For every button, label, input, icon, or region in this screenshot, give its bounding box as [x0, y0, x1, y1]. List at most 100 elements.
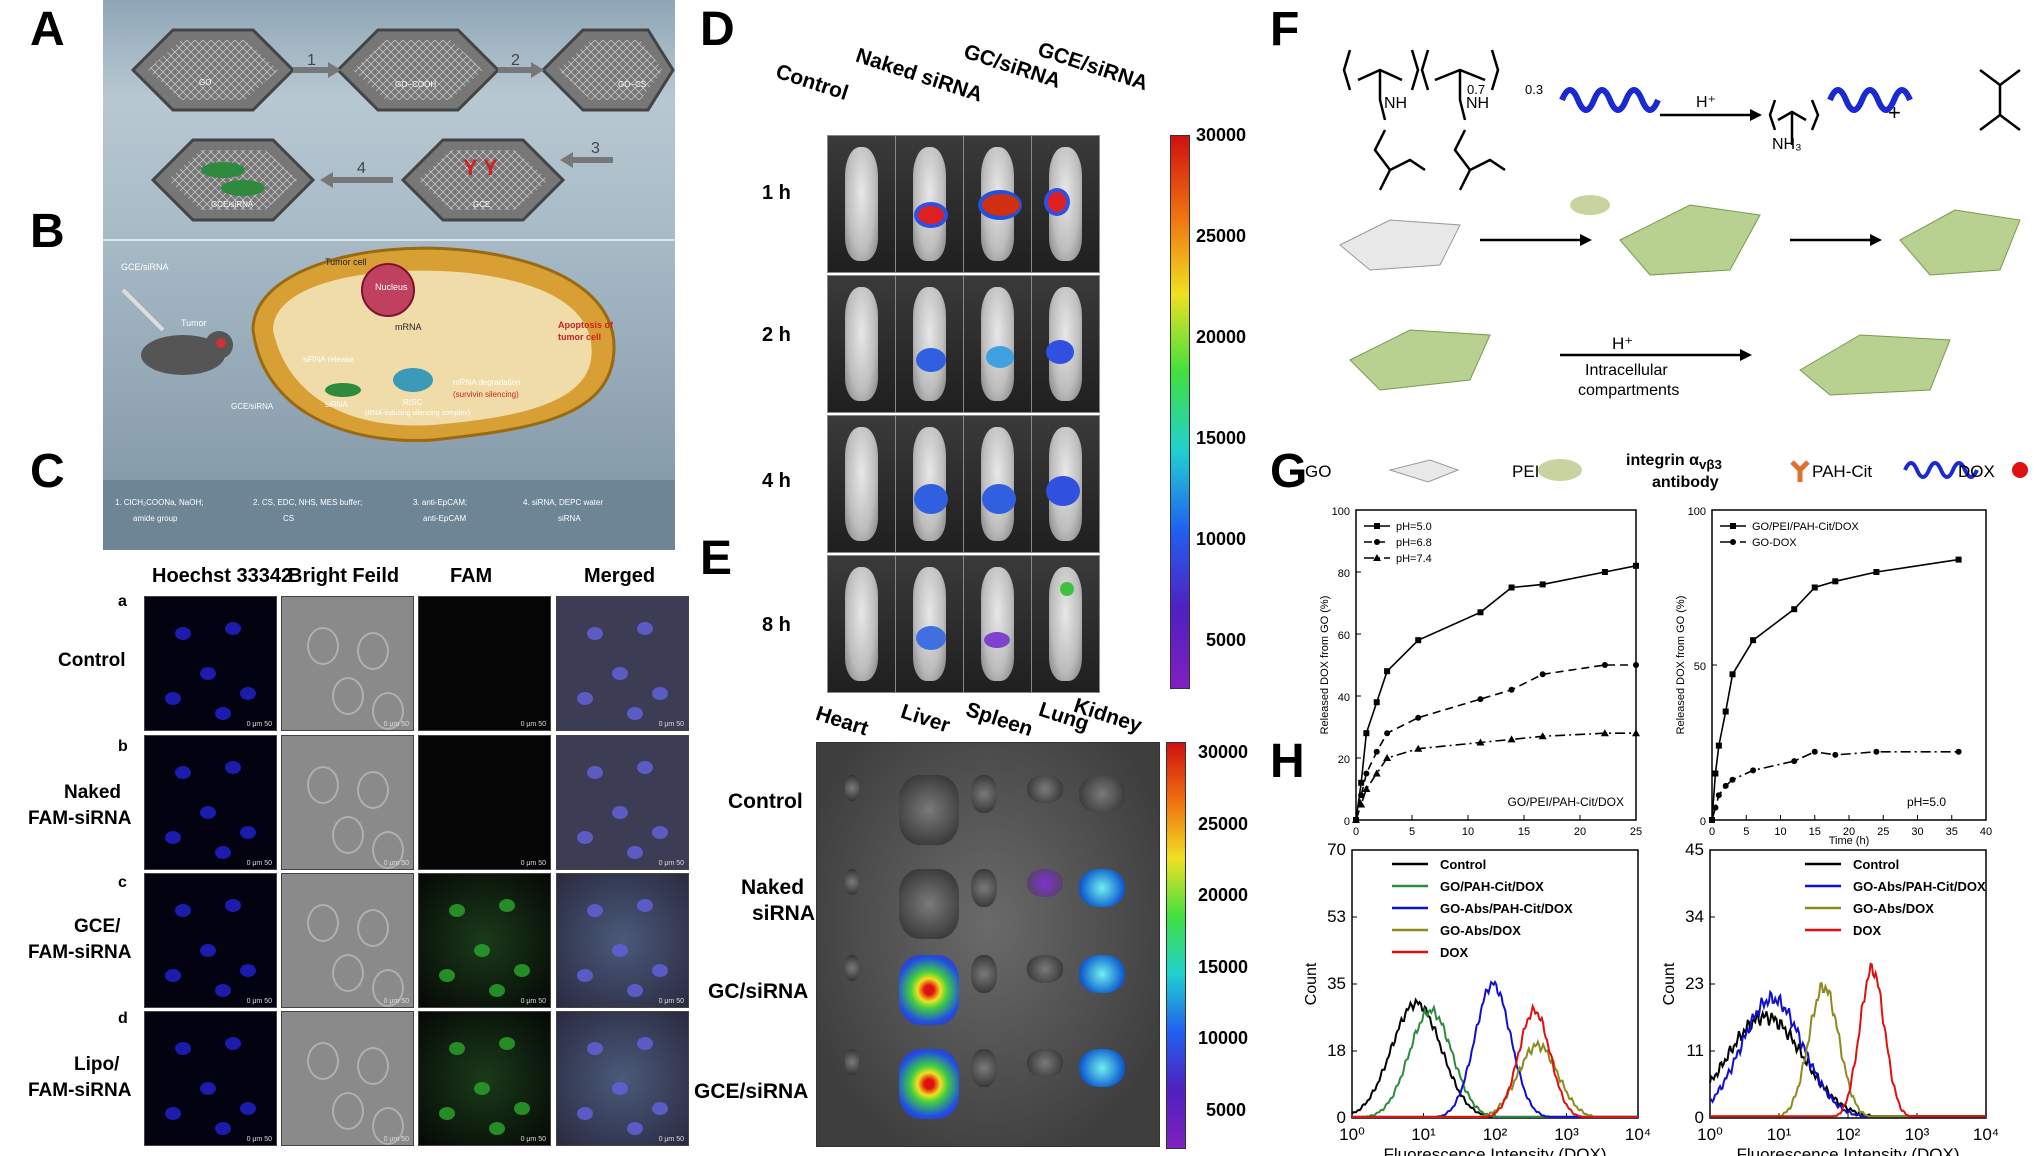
- mouse-image: [963, 555, 1032, 693]
- f-nh-1: NH: [1384, 95, 1408, 112]
- label-gce-sirna-b: GCE/siRNA: [231, 402, 274, 411]
- label-go-cs: GO−CS: [618, 80, 647, 89]
- go-sheet-gray: [1339, 219, 1461, 271]
- x-tick-label: 10¹: [1767, 1125, 1792, 1144]
- schematic-ab: Y Y GO GO−COOH GO−CS GCE GCE/siRNA 1 2 3…: [103, 0, 675, 550]
- nucleus-spot: [240, 1102, 256, 1115]
- cell-outline: [372, 1107, 404, 1145]
- label-sirna-release: siRNA release: [303, 355, 354, 364]
- data-point: [1372, 769, 1381, 777]
- nucleus-spot: [499, 899, 515, 912]
- colorbar-tick-label: 30000: [1196, 125, 1247, 145]
- nucleus-spot: [499, 1037, 515, 1050]
- data-point: [1832, 751, 1839, 758]
- x-tick-label: 35: [1946, 826, 1958, 838]
- scale-bar-label: 0 μm 50: [520, 998, 546, 1005]
- histogram-line: [1710, 962, 1986, 1118]
- x-tick-label: 0: [1353, 826, 1359, 838]
- data-point: [1539, 581, 1546, 588]
- f-schematic-svg: [1339, 49, 2028, 483]
- label-nucleus: Nucleus: [375, 282, 408, 292]
- colorbar-tick-label: 10000: [1196, 529, 1247, 549]
- data-point: [1729, 776, 1736, 783]
- go-release-sheet: [1799, 334, 1951, 396]
- d-row-2h: 2 h: [762, 324, 791, 346]
- f-legend-integrin-2: vβ3: [1698, 457, 1722, 473]
- nucleus-spot: [225, 1037, 241, 1050]
- pei-icon: [1570, 195, 1610, 215]
- histogram-line: [1352, 1038, 1638, 1118]
- row-a-label: Control: [58, 650, 126, 671]
- f-sub-03: 0.3: [1525, 82, 1544, 97]
- row-b-letter: b: [118, 738, 128, 755]
- row-b-label-1: Naked: [64, 782, 122, 803]
- nucleus-spot: [449, 1042, 465, 1055]
- nucleus-spot: [612, 806, 628, 819]
- cell-outline: [357, 1047, 389, 1085]
- legend-step-4: 4. siRNA, DEPC water: [523, 498, 604, 507]
- organ: [1027, 1049, 1063, 1077]
- organ: [971, 775, 997, 813]
- scale-bar-label: 0 μm 50: [520, 860, 546, 867]
- series-line: [1355, 664, 1636, 821]
- nucleus-spot: [215, 1122, 231, 1135]
- row-c-label-2: FAM-siRNA: [28, 942, 132, 963]
- data-point: [1955, 748, 1962, 755]
- x-tick-label: 10⁴: [1625, 1125, 1651, 1144]
- mouse-body: [844, 426, 879, 542]
- data-point: [1415, 637, 1422, 644]
- legend-label: DOX: [1853, 923, 1882, 938]
- cell-outline: [372, 969, 404, 1007]
- e-colorbar: [1166, 742, 1186, 1149]
- organ: [899, 775, 959, 845]
- series-line: [1711, 750, 1959, 821]
- f-legend-go: GO: [1305, 462, 1332, 481]
- panel-label-g: G: [1270, 445, 1308, 498]
- legend-step-1: 1. ClCH₂COONa, NaOH;: [115, 498, 204, 507]
- legend-label: GO/PEI/PAH-Cit/DOX: [1752, 521, 1859, 533]
- y-tick-label: 45: [1685, 840, 1704, 859]
- nucleus-spot: [587, 766, 603, 779]
- label-risc-full: (RNA-inducing silencing complex): [365, 410, 471, 417]
- step-1: 1: [307, 52, 316, 69]
- x-tick-label: 30: [1911, 826, 1923, 838]
- row-d-label-1: Lipo/: [74, 1054, 120, 1075]
- e-row-gc: GC/siRNA: [708, 980, 809, 1003]
- nucleus-spot: [612, 1082, 628, 1095]
- nucleus-spot: [439, 1107, 455, 1120]
- syringe: [121, 288, 165, 332]
- data-point: [1477, 609, 1484, 616]
- data-point: [1508, 584, 1515, 591]
- nucleus-spot: [200, 806, 216, 819]
- data-point: [1791, 758, 1798, 765]
- organ: [1079, 775, 1125, 813]
- scale-bar-label: 0 μm 50: [246, 860, 272, 867]
- fluorescence-signal: [918, 206, 944, 224]
- y-tick-label: 0: [1700, 816, 1706, 828]
- data-point: [1709, 817, 1715, 823]
- colorbar-tick-label: 15000: [1198, 956, 1249, 977]
- mouse-image: [895, 415, 964, 553]
- scale-bar-label: 0 μm 50: [658, 860, 684, 867]
- data-point: [1601, 569, 1608, 575]
- e-row-naked-1: Naked: [741, 876, 805, 899]
- mouse-body: [844, 146, 879, 262]
- y-axis-label: Count: [1303, 962, 1320, 1005]
- step-4: 4: [357, 160, 366, 177]
- data-point: [1363, 730, 1370, 737]
- fluorescence-signal: [984, 632, 1010, 648]
- scale-bar-label: 0 μm 50: [246, 721, 272, 728]
- legend-label: GO-Abs/PAH-Cit/DOX: [1853, 879, 1986, 894]
- data-point: [1873, 748, 1880, 755]
- fluorescence-signal: [1046, 340, 1074, 364]
- nucleus-spot: [652, 687, 668, 700]
- gce-sirna-sheet: [150, 138, 316, 222]
- legend-label: pH=5.0: [1396, 521, 1432, 533]
- mouse-body: [980, 426, 1015, 542]
- f-hplus-2: H⁺: [1612, 334, 1634, 353]
- data-point: [1384, 730, 1391, 737]
- scale-bar-label: 0 μm 50: [246, 1136, 272, 1143]
- nucleus-spot: [175, 904, 191, 917]
- data-point: [1362, 785, 1371, 792]
- legend-pah-icon: [1903, 461, 1979, 479]
